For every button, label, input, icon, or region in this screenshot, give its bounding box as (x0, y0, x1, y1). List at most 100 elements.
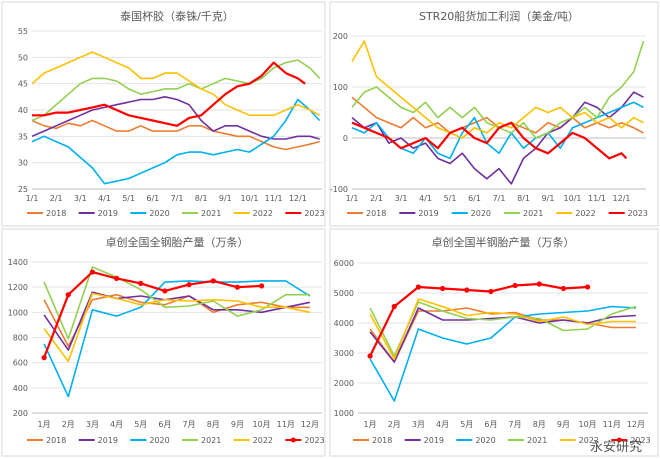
x-tick-label: 7月 (183, 420, 196, 429)
y-tick-label: 6000 (334, 259, 354, 268)
x-tick-label: 3/1 (74, 194, 87, 203)
legend-label: 2019 (424, 436, 444, 445)
x-tick-label: 9/1 (219, 194, 232, 203)
series-line-2019 (351, 91, 644, 185)
y-tick-label: 25 (18, 185, 28, 194)
x-tick-label: 1月 (38, 420, 51, 429)
series-line-2022 (43, 292, 311, 363)
series-line-2019 (31, 96, 320, 140)
x-tick-label: 7/1 (493, 194, 506, 203)
y-tick-label: 35 (18, 132, 28, 141)
y-tick-label: 200 (13, 409, 28, 418)
x-tick-label: 9月 (231, 420, 244, 429)
series-line-2023 (32, 61, 306, 127)
data-point-2023 (162, 288, 168, 294)
series-line-2020 (31, 98, 321, 185)
legend-label: 2022 (579, 436, 599, 445)
y-tick-label: 30 (18, 159, 28, 168)
legend-marker-2023 (290, 437, 296, 443)
legend-label: 2023 (304, 436, 324, 445)
x-tick-label: 5/1 (122, 194, 135, 203)
y-tick-label: 55 (18, 27, 28, 36)
x-tick-label: 12月 (627, 420, 645, 429)
x-tick-label: 8月 (533, 420, 546, 429)
watermark-text: 永安研究 (589, 440, 642, 455)
legend-label: 2019 (418, 209, 438, 218)
data-point-2023 (512, 282, 518, 289)
x-tick-label: 11月 (603, 420, 621, 429)
series-line-2023 (369, 282, 588, 357)
x-tick-label: 11/1 (588, 194, 606, 203)
x-tick-label: 1月 (364, 420, 377, 429)
x-tick-label: 4月 (110, 420, 123, 429)
x-tick-label: 12/1 (289, 194, 307, 203)
data-point-2023 (258, 283, 265, 289)
legend-label: 2020 (149, 209, 169, 218)
y-tick-label: 200 (333, 32, 348, 41)
series-line-2020 (369, 305, 636, 402)
series-line-2019 (43, 291, 311, 351)
legend-label: 2018 (366, 209, 386, 218)
x-tick-label: 6月 (484, 420, 497, 429)
chart-title: 卓创全国半钢胎产量（万条） (432, 235, 575, 249)
data-point-2023 (210, 278, 216, 284)
x-tick-label: 7月 (509, 420, 522, 429)
data-point-2023 (113, 275, 120, 281)
chart-title: 泰国杯胶（泰铢/千克） (120, 9, 234, 23)
series-line-2023 (351, 121, 628, 160)
data-point-2023 (560, 285, 567, 292)
legend-label: 2022 (253, 209, 273, 218)
series-line-2018 (31, 119, 320, 151)
y-tick-label: 1200 (8, 283, 28, 292)
legend-label: 2021 (527, 436, 547, 445)
x-tick-label: 8月 (207, 420, 220, 429)
y-tick-label: 45 (18, 80, 28, 89)
x-tick-label: 8/1 (517, 194, 530, 203)
panel-all-steel-output: 卓创全国全钢胎产量（万条） 1400 1200 1000 800 600 400 200 1月 2… (1, 228, 326, 457)
x-tick-label: 5/1 (444, 194, 457, 203)
data-point-2023 (464, 287, 470, 293)
legend-label: 2018 (46, 436, 66, 445)
x-tick-label: 10月 (578, 420, 596, 429)
x-tick-label: 4/1 (98, 194, 111, 203)
panel-thai-cup-lump: 泰国杯胶（泰铢/千克） 55 50 45 40 35 30 251/1 2/1 3/1 4/1 5/1… (1, 1, 326, 227)
data-point-2023 (415, 284, 422, 290)
y-tick-label: 3000 (334, 349, 354, 358)
x-tick-label: 5月 (134, 420, 147, 429)
legend-label: 2023 (304, 209, 324, 218)
x-tick-label: 12月 (301, 420, 319, 429)
x-tick-label: 11/1 (265, 194, 283, 203)
data-point-2023 (89, 269, 96, 275)
data-point-2023 (367, 353, 373, 359)
legend-label: 2020 (149, 436, 169, 445)
legend-label: 2021 (201, 209, 221, 218)
data-point-2023 (138, 280, 144, 286)
x-tick-label: 5月 (460, 420, 473, 429)
legend-label: 2019 (98, 436, 118, 445)
legend-label: 2021 (523, 209, 543, 218)
data-point-2023 (41, 355, 47, 361)
x-tick-label: 3月 (412, 420, 425, 429)
x-tick-label: 2月 (388, 420, 401, 429)
x-tick-label: 10/1 (241, 194, 259, 203)
legend-label: 2022 (575, 209, 595, 218)
x-tick-label: 6月 (158, 420, 171, 429)
data-point-2023 (488, 288, 494, 295)
y-tick-label: 0 (343, 134, 348, 143)
panel-semi-steel-output: 卓创全国半钢胎产量（万条） 6000 5000 4000 3000 2000 1000 1月 2… (329, 228, 659, 457)
y-tick-label: 1400 (8, 258, 28, 267)
x-tick-label: 7/1 (171, 194, 184, 203)
series-line-2022 (351, 40, 644, 139)
data-point-2023 (439, 285, 446, 292)
chart-title: 卓创全国全钢胎产量（万条） (106, 235, 249, 249)
x-tick-label: 1/1 (26, 194, 39, 203)
y-tick-label: 1000 (334, 409, 354, 418)
x-tick-label: 10/1 (564, 194, 582, 203)
x-tick-label: 4/1 (419, 194, 432, 203)
y-tick-label: -100 (330, 185, 348, 194)
x-tick-label: 4月 (436, 420, 449, 429)
legend-label: 2023 (630, 436, 650, 445)
x-tick-label: 11月 (277, 420, 295, 429)
y-tick-label: 400 (13, 384, 28, 393)
